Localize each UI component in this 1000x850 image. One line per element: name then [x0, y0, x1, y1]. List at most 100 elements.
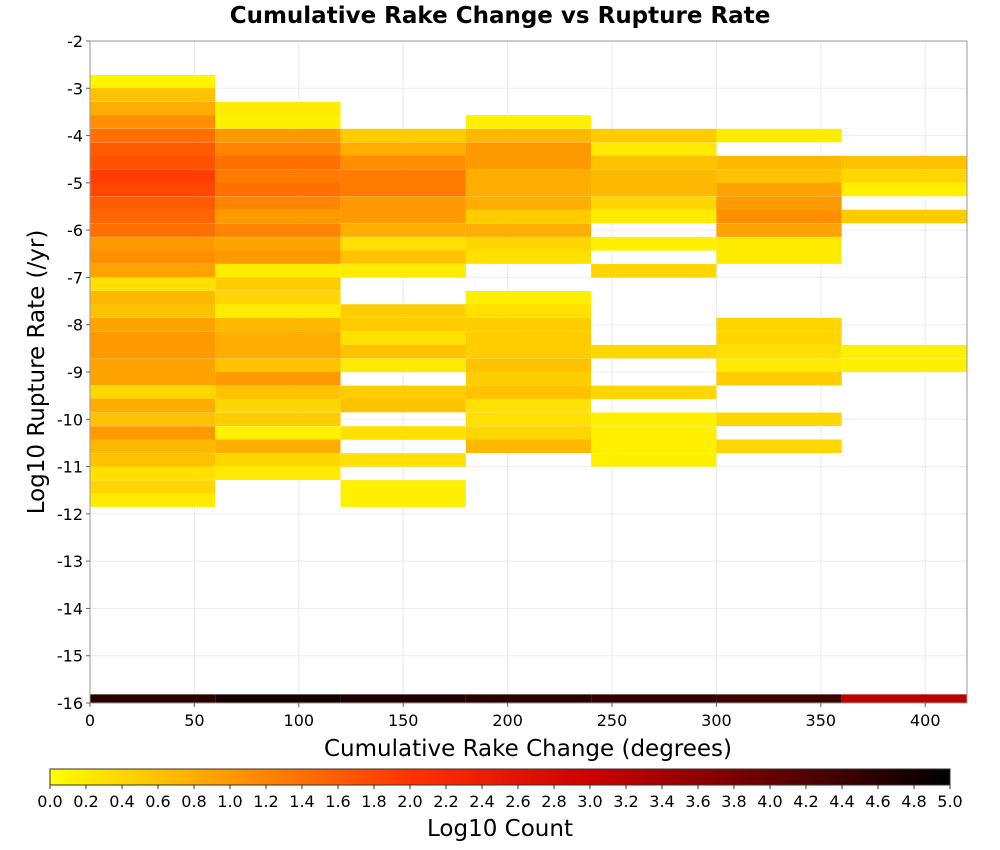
heatmap-cell: [215, 331, 341, 346]
heatmap-cell: [215, 277, 341, 291]
heatmap-cell: [340, 453, 466, 467]
heatmap-cell: [716, 128, 842, 143]
heatmap-cell: [465, 426, 592, 440]
heatmap-cell: [90, 88, 216, 102]
colorbar: [49, 768, 951, 786]
heatmap-cell: [90, 74, 216, 89]
heatmap-cell: [591, 453, 717, 467]
x-tick-label: 0: [85, 711, 95, 730]
colorbar-tick-label: 0.0: [37, 792, 62, 811]
heatmap-cell: [340, 331, 466, 346]
heatmap-cell: [90, 426, 216, 440]
chart-title: Cumulative Rake Change vs Rupture Rate: [230, 3, 771, 29]
heatmap-cell: [340, 196, 466, 210]
heatmap-cell: [90, 223, 216, 237]
y-tick-label: -13: [57, 552, 83, 571]
heatmap-cell: [591, 196, 717, 210]
heatmap-cell: [841, 694, 967, 703]
heatmap-cell: [90, 466, 216, 480]
heatmap-cell: [215, 371, 341, 386]
colorbar-tick-label: 0.6: [145, 792, 170, 811]
heatmap-cell: [90, 480, 216, 494]
heatmap-cell: [340, 264, 466, 278]
y-tick-label: -16: [57, 694, 83, 713]
heatmap-cell: [340, 250, 466, 264]
heatmap-cell: [716, 412, 842, 427]
heatmap-cell: [215, 453, 341, 467]
heatmap-cell: [90, 250, 216, 264]
heatmap-cell: [591, 426, 717, 440]
colorbar-tick-label: 1.2: [253, 792, 278, 811]
heatmap-cell: [465, 291, 592, 305]
heatmap-cell: [591, 694, 717, 703]
x-tick-label: 400: [910, 711, 941, 730]
heatmap-cell: [716, 196, 842, 210]
heatmap-cell: [90, 453, 216, 467]
heatmap-cell: [340, 155, 466, 170]
heatmap-cell: [716, 317, 842, 332]
heatmap-cell: [215, 169, 341, 183]
heatmap-cell: [215, 385, 341, 400]
x-tick-label: 50: [184, 711, 204, 730]
heatmap-cell: [340, 237, 466, 251]
heatmap-cell: [465, 385, 592, 400]
heatmap-cell: [465, 358, 592, 373]
y-axis-ticks: -2 -3 -4 -5 -6 -7 -8 -9 -10 -11 -12 -13 -14 -15 -16: [57, 32, 90, 713]
heatmap-cell: [465, 250, 592, 264]
heatmap-cell: [90, 385, 216, 400]
colorbar-tick-label: 1.4: [289, 792, 314, 811]
heatmap-cell: [465, 439, 592, 453]
heatmap-cell: [465, 115, 592, 129]
heatmap-cell: [841, 182, 967, 197]
heatmap-cell: [465, 412, 592, 427]
colorbar-tick-label: 2.2: [433, 792, 458, 811]
heatmap-cell: [716, 439, 842, 453]
colorbar-tick-label: 2.6: [505, 792, 530, 811]
heatmap-cell: [215, 398, 341, 413]
colorbar-tick-label: 2.0: [397, 792, 422, 811]
colorbar-tick-label: 1.8: [361, 792, 386, 811]
heatmap-cell: [90, 115, 216, 129]
heatmap-cell: [340, 223, 466, 237]
heatmap-cell: [841, 358, 967, 373]
heatmap-cell: [340, 398, 466, 413]
colorbar-tick-label: 4.8: [901, 792, 926, 811]
heatmap-cell: [591, 344, 717, 359]
colorbar-tick-label: 4.6: [865, 792, 890, 811]
heatmap-cell: [465, 223, 592, 237]
heatmap-cell: [215, 101, 341, 116]
x-tick-label: 250: [597, 711, 628, 730]
y-tick-label: -9: [67, 363, 83, 382]
heatmap-cell: [90, 493, 216, 507]
heatmap-cell: [90, 209, 216, 224]
heatmap-cell: [465, 182, 592, 197]
heatmap-cells: [90, 74, 967, 703]
heatmap-cell: [591, 264, 717, 278]
heatmap-cell: [841, 169, 967, 183]
colorbar-label: Log10 Count: [427, 816, 573, 842]
heatmap-cell: [215, 317, 341, 332]
heatmap-cell: [340, 128, 466, 143]
heatmap-cell: [465, 331, 592, 346]
x-tick-label: 100: [284, 711, 315, 730]
heatmap-cell: [90, 344, 216, 359]
heatmap-cell: [215, 223, 341, 237]
heatmap-cell: [591, 237, 717, 251]
heatmap-cell: [90, 169, 216, 183]
y-axis-label: Log10 Rupture Rate (/yr): [24, 230, 50, 515]
heatmap-cell: [215, 264, 341, 278]
heatmap-cell: [340, 385, 466, 400]
heatmap-cell: [215, 466, 341, 480]
y-tick-label: -5: [67, 174, 83, 193]
colorbar-tick-label: 3.4: [649, 792, 674, 811]
y-tick-label: -8: [67, 316, 83, 335]
heatmap-cell: [215, 209, 341, 224]
heatmap-cell: [591, 439, 717, 453]
heatmap-cell: [90, 358, 216, 373]
y-tick-label: -2: [67, 32, 83, 51]
heatmap-cell: [90, 371, 216, 386]
heatmap-cell: [841, 344, 967, 359]
heatmap-cell: [465, 155, 592, 170]
heatmap-cell: [90, 331, 216, 346]
heatmap-cell: [90, 264, 216, 278]
